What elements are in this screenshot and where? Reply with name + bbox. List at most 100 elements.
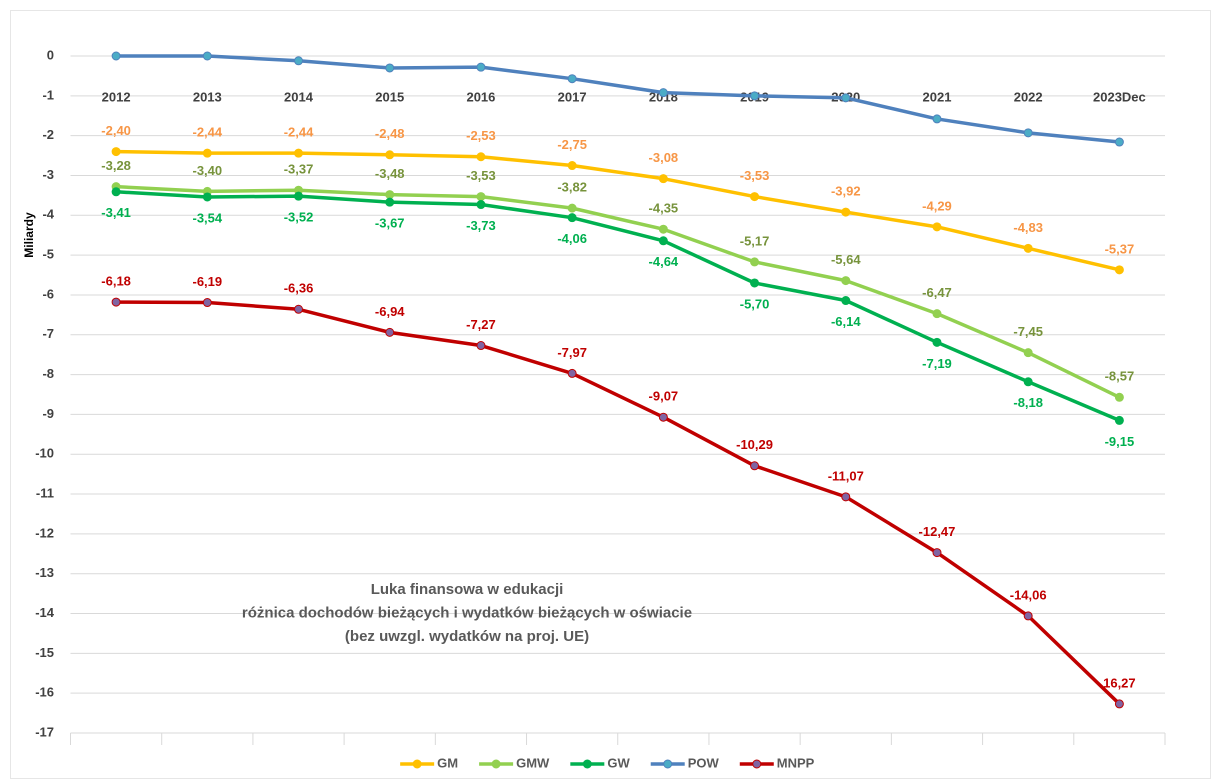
legend-marker — [412, 759, 422, 769]
x-tick-label: 2015 — [375, 89, 404, 104]
data-label: -2,40 — [101, 123, 131, 138]
data-label: -7,97 — [557, 345, 587, 360]
data-label: -11,07 — [828, 468, 864, 483]
data-label: -4,83 — [1013, 220, 1043, 235]
marker — [202, 51, 212, 61]
series-line — [116, 300, 1121, 706]
marker — [1023, 243, 1033, 253]
marker — [841, 207, 851, 217]
data-label: -14,06 — [1010, 587, 1047, 602]
chart-border — [10, 10, 1211, 779]
y-tick-label: -2 — [42, 127, 54, 142]
data-label: -3,53 — [466, 168, 496, 183]
series-line — [116, 184, 1121, 399]
marker — [111, 147, 121, 157]
data-label: -6,18 — [101, 274, 131, 289]
marker — [932, 548, 942, 558]
marker — [750, 461, 760, 471]
y-tick-label: -8 — [42, 366, 54, 381]
marker — [476, 341, 486, 351]
data-label: -5,17 — [740, 233, 770, 248]
series-line — [116, 149, 1120, 272]
data-label: -6,36 — [284, 281, 314, 296]
y-tick-label: -4 — [42, 207, 54, 222]
x-tick-label: 2017 — [558, 89, 587, 104]
marker — [111, 51, 121, 61]
marker — [294, 304, 304, 314]
marker — [1023, 128, 1033, 138]
marker — [385, 190, 395, 200]
marker — [385, 197, 395, 207]
data-label: -3,54 — [192, 210, 222, 225]
marker — [385, 327, 395, 337]
data-label: -5,37 — [1105, 241, 1135, 256]
marker — [658, 88, 668, 98]
marker — [750, 257, 760, 267]
data-label: 16,27 — [1103, 675, 1136, 690]
marker — [294, 56, 304, 66]
series-line — [116, 54, 1120, 144]
marker — [476, 152, 486, 162]
marker — [1114, 265, 1124, 275]
marker — [567, 368, 577, 378]
data-label: -9,15 — [1105, 434, 1135, 449]
legend-marker — [582, 759, 592, 769]
marker — [476, 192, 486, 202]
data-label: -3,67 — [375, 216, 405, 231]
data-label: -2,48 — [375, 126, 405, 141]
data-label: -2,44 — [192, 125, 222, 140]
marker — [385, 150, 395, 160]
x-tick-label: 2013 — [193, 89, 222, 104]
marker — [476, 200, 486, 210]
y-tick-label: -7 — [42, 326, 54, 341]
marker — [202, 148, 212, 158]
marker — [932, 309, 942, 319]
marker — [841, 93, 851, 103]
data-label: -2,44 — [284, 125, 314, 140]
marker — [658, 174, 668, 184]
data-label: -3,37 — [284, 162, 314, 177]
marker — [932, 222, 942, 232]
y-tick-label: -6 — [42, 286, 54, 301]
data-label: -3,52 — [284, 210, 314, 225]
marker — [567, 74, 577, 84]
series-line — [116, 190, 1121, 422]
marker — [202, 298, 212, 308]
marker — [1023, 377, 1033, 387]
marker — [476, 62, 486, 72]
y-tick-label: -10 — [35, 446, 54, 461]
data-label: -5,70 — [740, 296, 770, 311]
data-label: -8,57 — [1105, 369, 1135, 384]
data-label: -3,92 — [831, 184, 861, 199]
marker — [750, 192, 760, 202]
y-tick-label: -15 — [35, 645, 54, 660]
data-label: -3,82 — [557, 180, 587, 195]
annotation: (bez uwzgl. wydatków na proj. UE) — [345, 628, 589, 645]
marker — [111, 187, 121, 197]
data-label: -7,27 — [466, 317, 496, 332]
data-label: -8,18 — [1013, 395, 1043, 410]
data-label: -3,40 — [192, 163, 222, 178]
y-tick-label: -11 — [36, 485, 54, 500]
annotation: różnica dochodów bieżących i wydatków bi… — [242, 604, 692, 621]
marker — [567, 213, 577, 223]
marker — [1023, 611, 1033, 621]
marker — [658, 224, 668, 234]
marker — [932, 337, 942, 347]
y-tick-label: -16 — [35, 685, 54, 700]
marker — [294, 148, 304, 158]
marker — [1114, 392, 1124, 402]
legend-marker — [491, 759, 501, 769]
data-label: -9,07 — [649, 389, 679, 404]
marker — [567, 161, 577, 171]
x-tick-label: 2016 — [466, 89, 495, 104]
data-label: -4,64 — [649, 254, 679, 269]
marker — [1023, 348, 1033, 358]
marker — [1114, 415, 1124, 425]
legend-label: MNPP — [777, 755, 815, 770]
marker — [841, 296, 851, 306]
data-label: -5,64 — [831, 252, 861, 267]
marker — [750, 278, 760, 288]
marker — [202, 192, 212, 202]
x-tick-label: 2012 — [102, 89, 131, 104]
